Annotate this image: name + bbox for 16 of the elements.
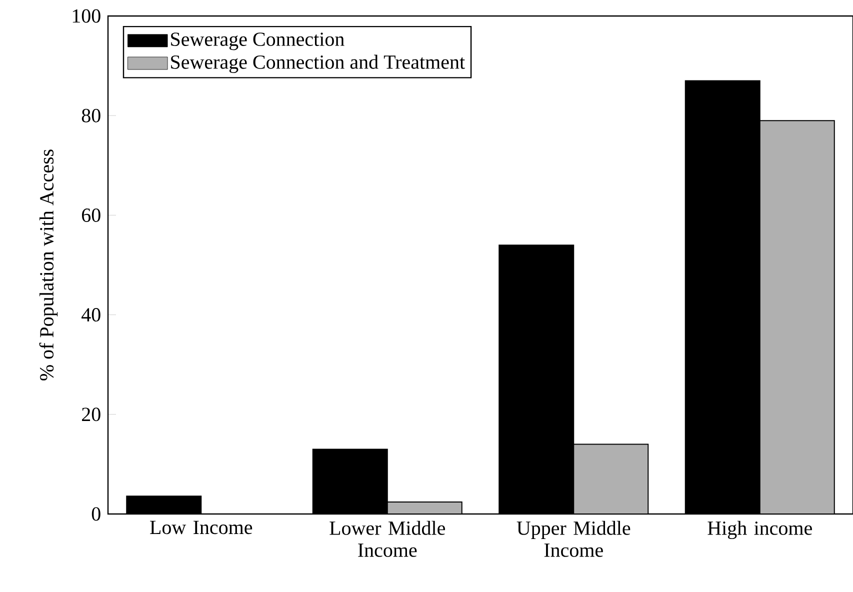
y-tick-label: 0	[92, 507, 100, 521]
bar	[387, 502, 462, 514]
y-tick-label: 100	[72, 9, 100, 23]
y-tick-label: 20	[82, 408, 100, 422]
x-tick-label: Low Income	[150, 520, 252, 534]
x-tick-label: Lower Middle Income	[330, 520, 446, 557]
bar	[759, 120, 835, 514]
y-axis-title: % of Population with Access	[39, 150, 58, 380]
legend-label: Sewerage Connection and Treatment	[171, 54, 465, 73]
x-tick-label: High income	[708, 520, 812, 540]
y-tick-label: 40	[82, 308, 100, 322]
x-tick-label: Upper Middle Income	[516, 520, 630, 557]
legend-label: Sewerage Connection	[171, 32, 344, 50]
y-tick-label: 60	[82, 208, 100, 222]
bar	[574, 444, 648, 514]
y-tick-label: 80	[82, 108, 100, 122]
